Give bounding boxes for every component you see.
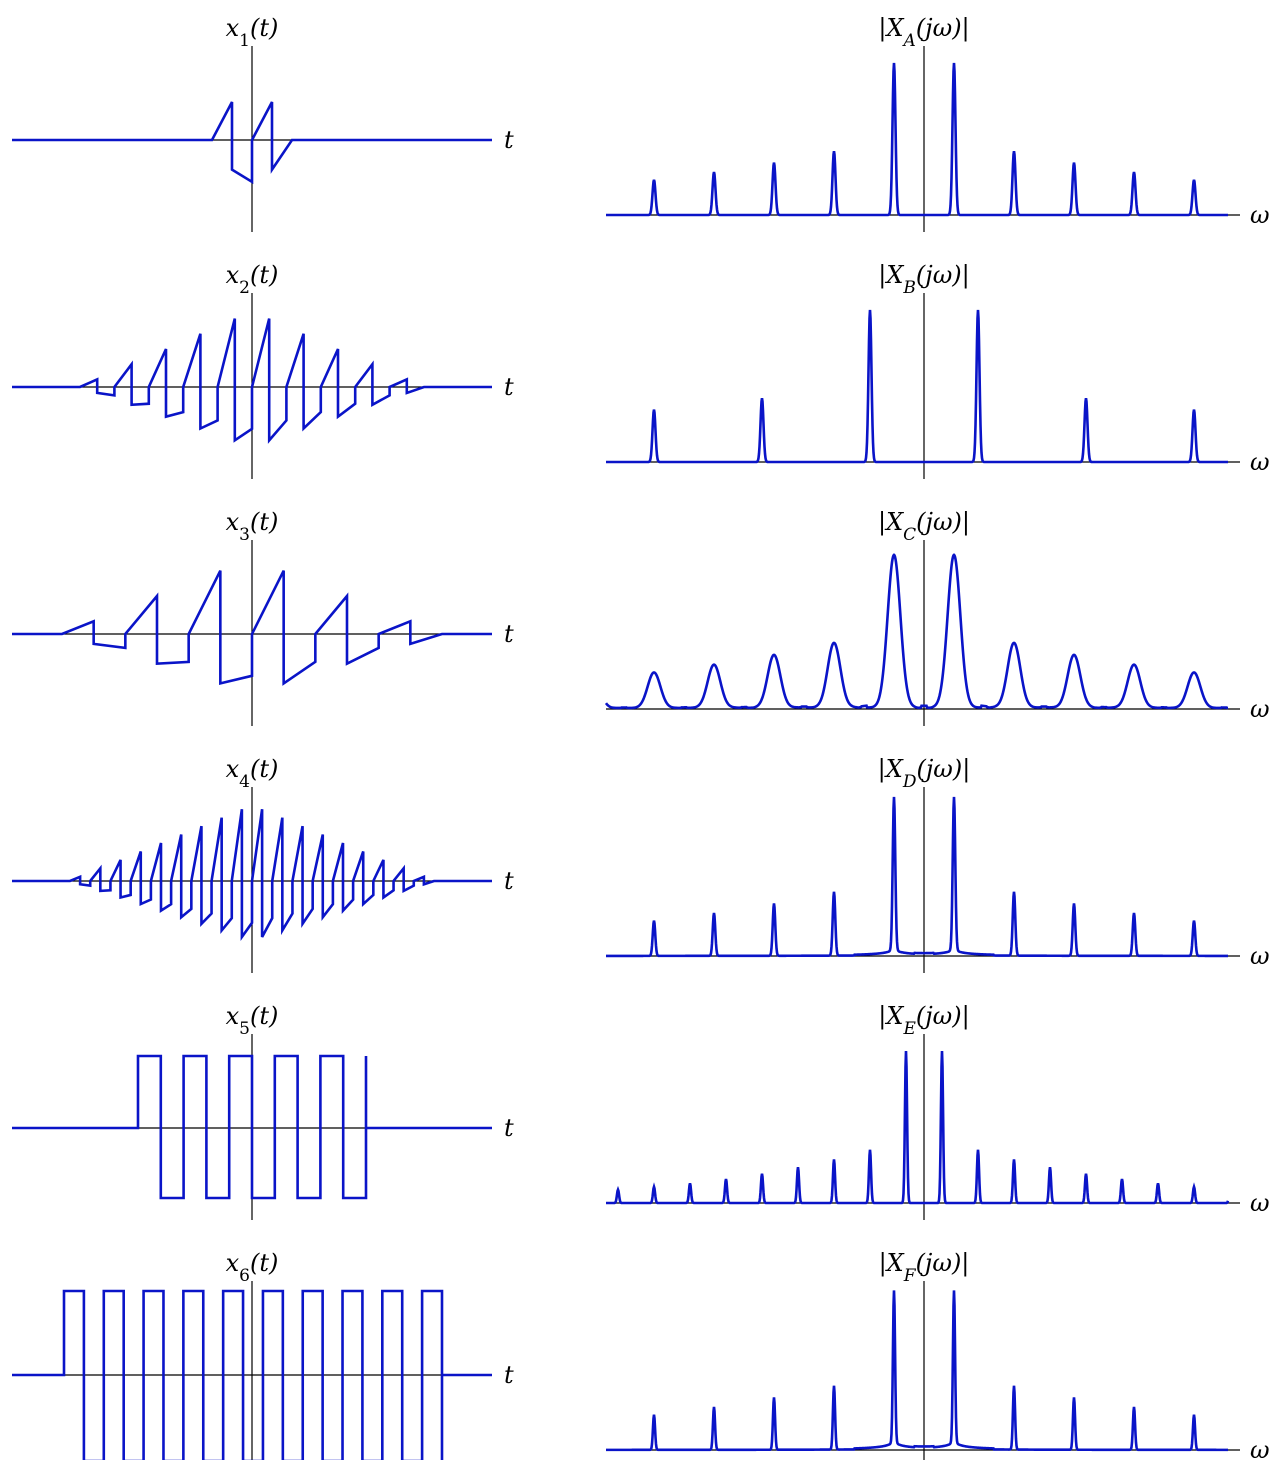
time-panel-6: x6(t) t — [12, 1249, 514, 1460]
freq-panel-4: |XD(jω)| ω — [606, 755, 1270, 973]
time-signal-1 — [12, 101, 492, 185]
time-axis-label: t — [504, 1114, 514, 1142]
freq-axis-label: ω — [1250, 1436, 1270, 1460]
rows-layer: x1(t) t |XA(jω)| ω x2(t) t |XB(jω)| ω x3(t) t |XC(… — [12, 14, 1270, 1460]
freq-axis-label: ω — [1250, 448, 1270, 476]
time-signal-4 — [12, 809, 492, 942]
time-signal-3 — [12, 570, 492, 686]
time-title: x2(t) — [226, 261, 279, 298]
time-panel-4: x4(t) t — [12, 755, 514, 973]
freq-axis-label: ω — [1250, 942, 1270, 970]
time-axis-label: t — [504, 126, 514, 154]
freq-axis-label: ω — [1250, 695, 1270, 723]
freq-spectrum-3 — [604, 553, 1229, 710]
time-signal-5 — [12, 1054, 492, 1200]
freq-title: |XD(jω)| — [878, 755, 971, 792]
freq-panel-5: |XE(jω)| ω — [606, 1002, 1270, 1220]
freq-spectrum-1 — [606, 62, 1228, 217]
time-panel-5: x5(t) t — [12, 1002, 514, 1220]
freq-panel-1: |XA(jω)| ω — [606, 14, 1270, 232]
time-title: x3(t) — [226, 508, 279, 545]
row-2: x2(t) t |XB(jω)| ω — [12, 261, 1270, 479]
freq-title: |XF(jω)| — [879, 1249, 970, 1286]
row-5: x5(t) t |XE(jω)| ω — [12, 1002, 1270, 1220]
time-signal-2 — [12, 318, 492, 444]
row-4: x4(t) t |XD(jω)| ω — [12, 755, 1270, 973]
freq-spectrum-2 — [606, 309, 1228, 464]
freq-axis-label: ω — [1250, 1189, 1270, 1217]
time-panel-2: x2(t) t — [12, 261, 514, 479]
freq-spectrum-6 — [606, 1290, 1228, 1452]
time-signal-6 — [12, 1289, 492, 1460]
time-axis-label: t — [504, 1361, 514, 1389]
freq-spectrum-5 — [606, 1050, 1230, 1205]
freq-spectrum-4 — [606, 796, 1228, 958]
freq-title: |XC(jω)| — [878, 508, 970, 545]
row-6: x6(t) t |XF(jω)| ω — [12, 1249, 1270, 1460]
time-axis-label: t — [504, 620, 514, 648]
row-1: x1(t) t |XA(jω)| ω — [12, 14, 1270, 232]
row-3: x3(t) t |XC(jω)| ω — [12, 508, 1270, 726]
freq-panel-3: |XC(jω)| ω — [604, 508, 1270, 726]
freq-title: |XB(jω)| — [878, 261, 970, 298]
time-panel-1: x1(t) t — [12, 14, 514, 232]
time-title: x5(t) — [226, 1002, 279, 1039]
time-axis-label: t — [504, 867, 514, 895]
freq-panel-6: |XF(jω)| ω — [606, 1249, 1270, 1460]
freq-title: |XA(jω)| — [878, 14, 969, 51]
time-title: x1(t) — [226, 14, 279, 51]
time-title: x4(t) — [226, 755, 279, 792]
time-axis-label: t — [504, 373, 514, 401]
time-panel-3: x3(t) t — [12, 508, 514, 726]
freq-axis-label: ω — [1250, 201, 1270, 229]
freq-panel-2: |XB(jω)| ω — [606, 261, 1270, 479]
freq-title: |XE(jω)| — [878, 1002, 969, 1039]
time-title: x6(t) — [226, 1249, 279, 1286]
